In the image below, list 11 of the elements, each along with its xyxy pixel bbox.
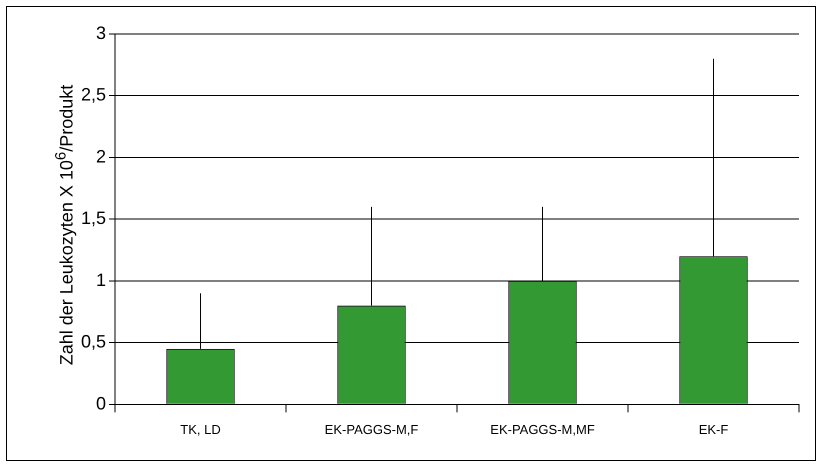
y-tick-label: 1	[96, 270, 106, 290]
y-tick-label: 0,5	[80, 332, 106, 352]
y-tick-label: 1,5	[80, 208, 106, 228]
y-tick-label: 2	[96, 146, 106, 166]
y-tick-label: 2,5	[80, 84, 106, 105]
y-tick-label: 0	[96, 393, 106, 414]
x-tick-label: EK-PAGGS-M,F	[324, 422, 418, 437]
y-tick-label: 3	[96, 22, 106, 43]
x-tick-label: TK, LD	[180, 422, 221, 437]
x-tick-label: EK-F	[698, 422, 728, 437]
x-tick-label: EK-PAGGS-M,MF	[490, 422, 595, 437]
